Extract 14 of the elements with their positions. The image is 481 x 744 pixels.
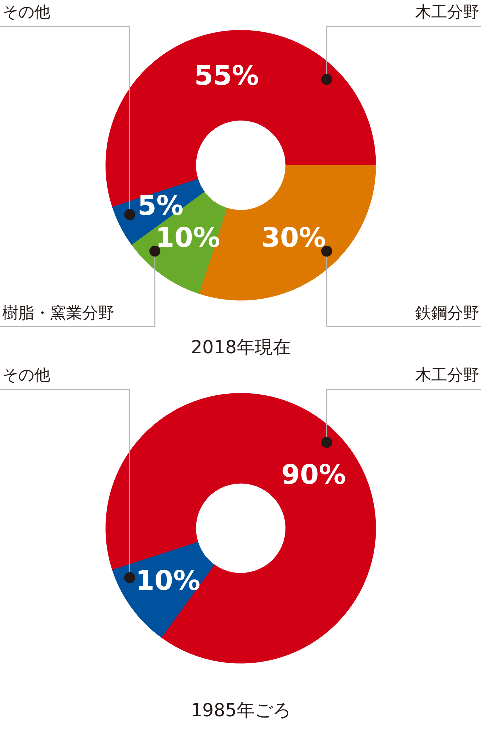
slice-label: 鉄鋼分野: [416, 304, 480, 322]
data-label: 10%: [136, 566, 201, 597]
data-label: 55%: [194, 61, 260, 92]
slice-label: その他: [2, 2, 50, 22]
data-label: 90%: [282, 460, 346, 492]
data-label: 10%: [156, 222, 220, 254]
data-label: 5%: [138, 190, 184, 222]
data-label: 30%: [262, 222, 326, 254]
text: 2018年現在: [191, 338, 291, 358]
slice-label: 木工分野: [416, 366, 480, 384]
slice-label: その他: [2, 366, 50, 384]
slice-label: 樹脂・窯業分野: [2, 304, 114, 322]
slice-label: 木工分野: [416, 2, 480, 22]
text: 1985年ごろ: [191, 700, 291, 722]
